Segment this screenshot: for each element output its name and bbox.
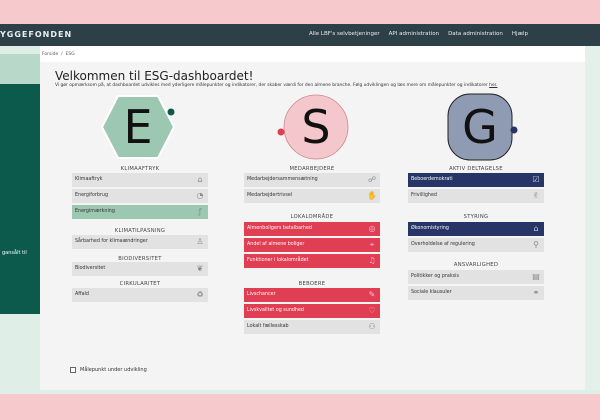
indicator-label: Sårbarhed for klimaændringer [75, 239, 148, 244]
indicator-item[interactable]: Klimaaftryk ⌂ [72, 173, 208, 187]
group-heading: AKTIV DELTAGELSE [449, 166, 503, 172]
group-heading: CIRKULARITET [119, 281, 161, 287]
indicator-label: Livskvalitet og sundhed [247, 308, 304, 313]
magnifier-icon: ⚲ [533, 240, 539, 249]
volunteer-icon: ✌ [532, 191, 540, 200]
house-icon: ⌂ [197, 175, 203, 184]
indicator-item[interactable]: Beboerdemokrati ☑ [408, 173, 544, 187]
e-letter: E [123, 100, 152, 154]
indicator-label: Biodiversitet [75, 266, 106, 271]
dashboard: Velkommen til ESG-dashboardet! Vi gør op… [40, 62, 585, 390]
indicator-label: Affald [75, 292, 89, 297]
read-more-link[interactable]: her. [489, 83, 498, 88]
bin-icon: ♻ [196, 290, 204, 299]
group-heading: MEDARBEJDERE [289, 166, 335, 172]
chart-icon: ✎ [368, 290, 376, 299]
document-icon: ▤ [532, 272, 540, 281]
group-heading: LOKALOMRÅDE [290, 214, 334, 220]
indicator-item[interactable]: Affald ♻ [72, 288, 208, 302]
indicator-label: Lokalt fællesskab [247, 324, 289, 329]
indicator-item[interactable]: Biodiversitet ❦ [72, 262, 208, 276]
g-letter: G [462, 100, 498, 154]
energy-label-icon: ƒ [198, 207, 202, 216]
logo[interactable]: YGGEFONDEN [0, 30, 73, 39]
left-panel-text: gansålt til [0, 250, 29, 256]
nav-link-api-administration[interactable]: API administration [388, 31, 440, 37]
s-letter: S [301, 100, 330, 154]
browser-window: YGGEFONDEN Alle LBF's selvbetjeninger AP… [0, 24, 600, 394]
page-title: Velkommen til ESG-dashboardet! [55, 69, 254, 83]
indicator-label: Overholdelse af regulering [411, 242, 475, 247]
breadcrumb: Forside / ESG [42, 52, 75, 57]
heart-hands-icon: ♡ [368, 306, 376, 315]
indicator-label: Beboerdemokrati [411, 177, 453, 182]
indicator-label: Andel af almene boliger [247, 242, 305, 247]
indicator-label: Almenboligers betalbarhed [247, 226, 312, 231]
main-page: Forside / ESG Velkommen til ESG-dashboar… [40, 46, 585, 390]
indicator-item[interactable]: Andel af almene boliger ⌖ [244, 238, 380, 252]
breadcrumb-separator: / [61, 52, 63, 57]
breadcrumb-current: ESG [65, 52, 75, 57]
indicator-label: Energiforbrug [75, 193, 108, 198]
coins-icon: ◎ [368, 224, 376, 233]
legend-label: Målepunkt under udvikling [80, 367, 147, 373]
intro-text-body: Vi gør opmærksom på, at dashboardet udvi… [55, 83, 490, 88]
indicator-label: Politikker og praksis [411, 274, 459, 279]
location-icon: ⌖ [369, 240, 375, 249]
indicator-label: Medarbejdersammensætning [247, 177, 318, 182]
s-badge[interactable]: S [276, 92, 356, 162]
indicator-label: Energimærkning [75, 209, 115, 214]
nav-link-data-administration[interactable]: Data administration [448, 31, 503, 37]
legend-swatch [70, 367, 76, 373]
indicator-item[interactable]: Livschancer ✎ [244, 288, 380, 302]
indicator-item[interactable]: Overholdelse af regulering ⚲ [408, 238, 544, 252]
person-icon: ♙ [196, 237, 204, 246]
group-heading: STYRING [463, 214, 489, 220]
group-heading: BIODIVERSITET [118, 256, 162, 262]
indicator-label: Økonomistyring [411, 226, 449, 231]
indicator-item[interactable]: Medarbejdersammensætning ☍ [244, 173, 380, 187]
network-icon: ☍ [367, 175, 377, 184]
indicator-label: Sociale klausuler [411, 290, 452, 295]
group-heading: KLIMATILPASNING [114, 228, 166, 234]
people-icon: ⚇ [368, 322, 376, 331]
indicator-item[interactable]: Lokalt fællesskab ⚇ [244, 320, 380, 334]
breadcrumb-home[interactable]: Forside [42, 52, 59, 57]
indicator-item[interactable]: Funktioner i lokalområdet ♫ [244, 254, 380, 268]
e-badge[interactable]: E [98, 92, 178, 162]
indicator-label: Klimaaftryk [75, 177, 103, 182]
indicator-item[interactable]: Almenboligers betalbarhed ◎ [244, 222, 380, 236]
decor-shape [0, 84, 40, 314]
leaf-icon: ❦ [196, 264, 204, 273]
handshake-icon: ⚭ [532, 288, 540, 297]
intro-text: Vi gør opmærksom på, at dashboardet udvi… [55, 83, 497, 88]
indicator-label: Funktioner i lokalområdet [247, 258, 309, 263]
indicator-item[interactable]: Økonomistyring ⌂ [408, 222, 544, 236]
group-heading: ANSVARLIGHED [453, 262, 499, 268]
legend: Målepunkt under udvikling [70, 367, 147, 373]
indicator-item[interactable]: Livskvalitet og sundhed ♡ [244, 304, 380, 318]
indicator-label: Frivillighed [411, 193, 437, 198]
right-strip [585, 46, 600, 390]
music-icon: ♫ [368, 256, 376, 265]
indicator-item[interactable]: Sociale klausuler ⚭ [408, 286, 544, 300]
indicator-label: Medarbejdertrivsel [247, 193, 293, 198]
indicator-item[interactable]: Medarbejdertrivsel ✋ [244, 189, 380, 203]
g-badge[interactable]: G [440, 90, 520, 164]
indicator-label: Livschancer [247, 292, 276, 297]
top-nav: YGGEFONDEN Alle LBF's selvbetjeninger AP… [0, 24, 600, 46]
indicator-item[interactable]: Politikker og praksis ▤ [408, 270, 544, 284]
indicator-item[interactable]: Energimærkning ƒ [72, 205, 208, 219]
indicator-item[interactable]: Sårbarhed for klimaændringer ♙ [72, 235, 208, 249]
gauge-icon: ◔ [196, 191, 204, 200]
group-heading: BEBOERE [298, 281, 326, 287]
nav-link-selvbetjeninger[interactable]: Alle LBF's selvbetjeninger [308, 31, 380, 37]
group-heading: KLIMAAFTRYK [120, 166, 160, 172]
nav-link-help[interactable]: Hjælp [511, 31, 528, 37]
hand-icon: ✋ [367, 191, 377, 200]
finance-icon: ⌂ [533, 224, 539, 233]
indicator-item[interactable]: Energiforbrug ◔ [72, 189, 208, 203]
indicator-item[interactable]: Frivillighed ✌ [408, 189, 544, 203]
vote-icon: ☑ [532, 175, 540, 184]
